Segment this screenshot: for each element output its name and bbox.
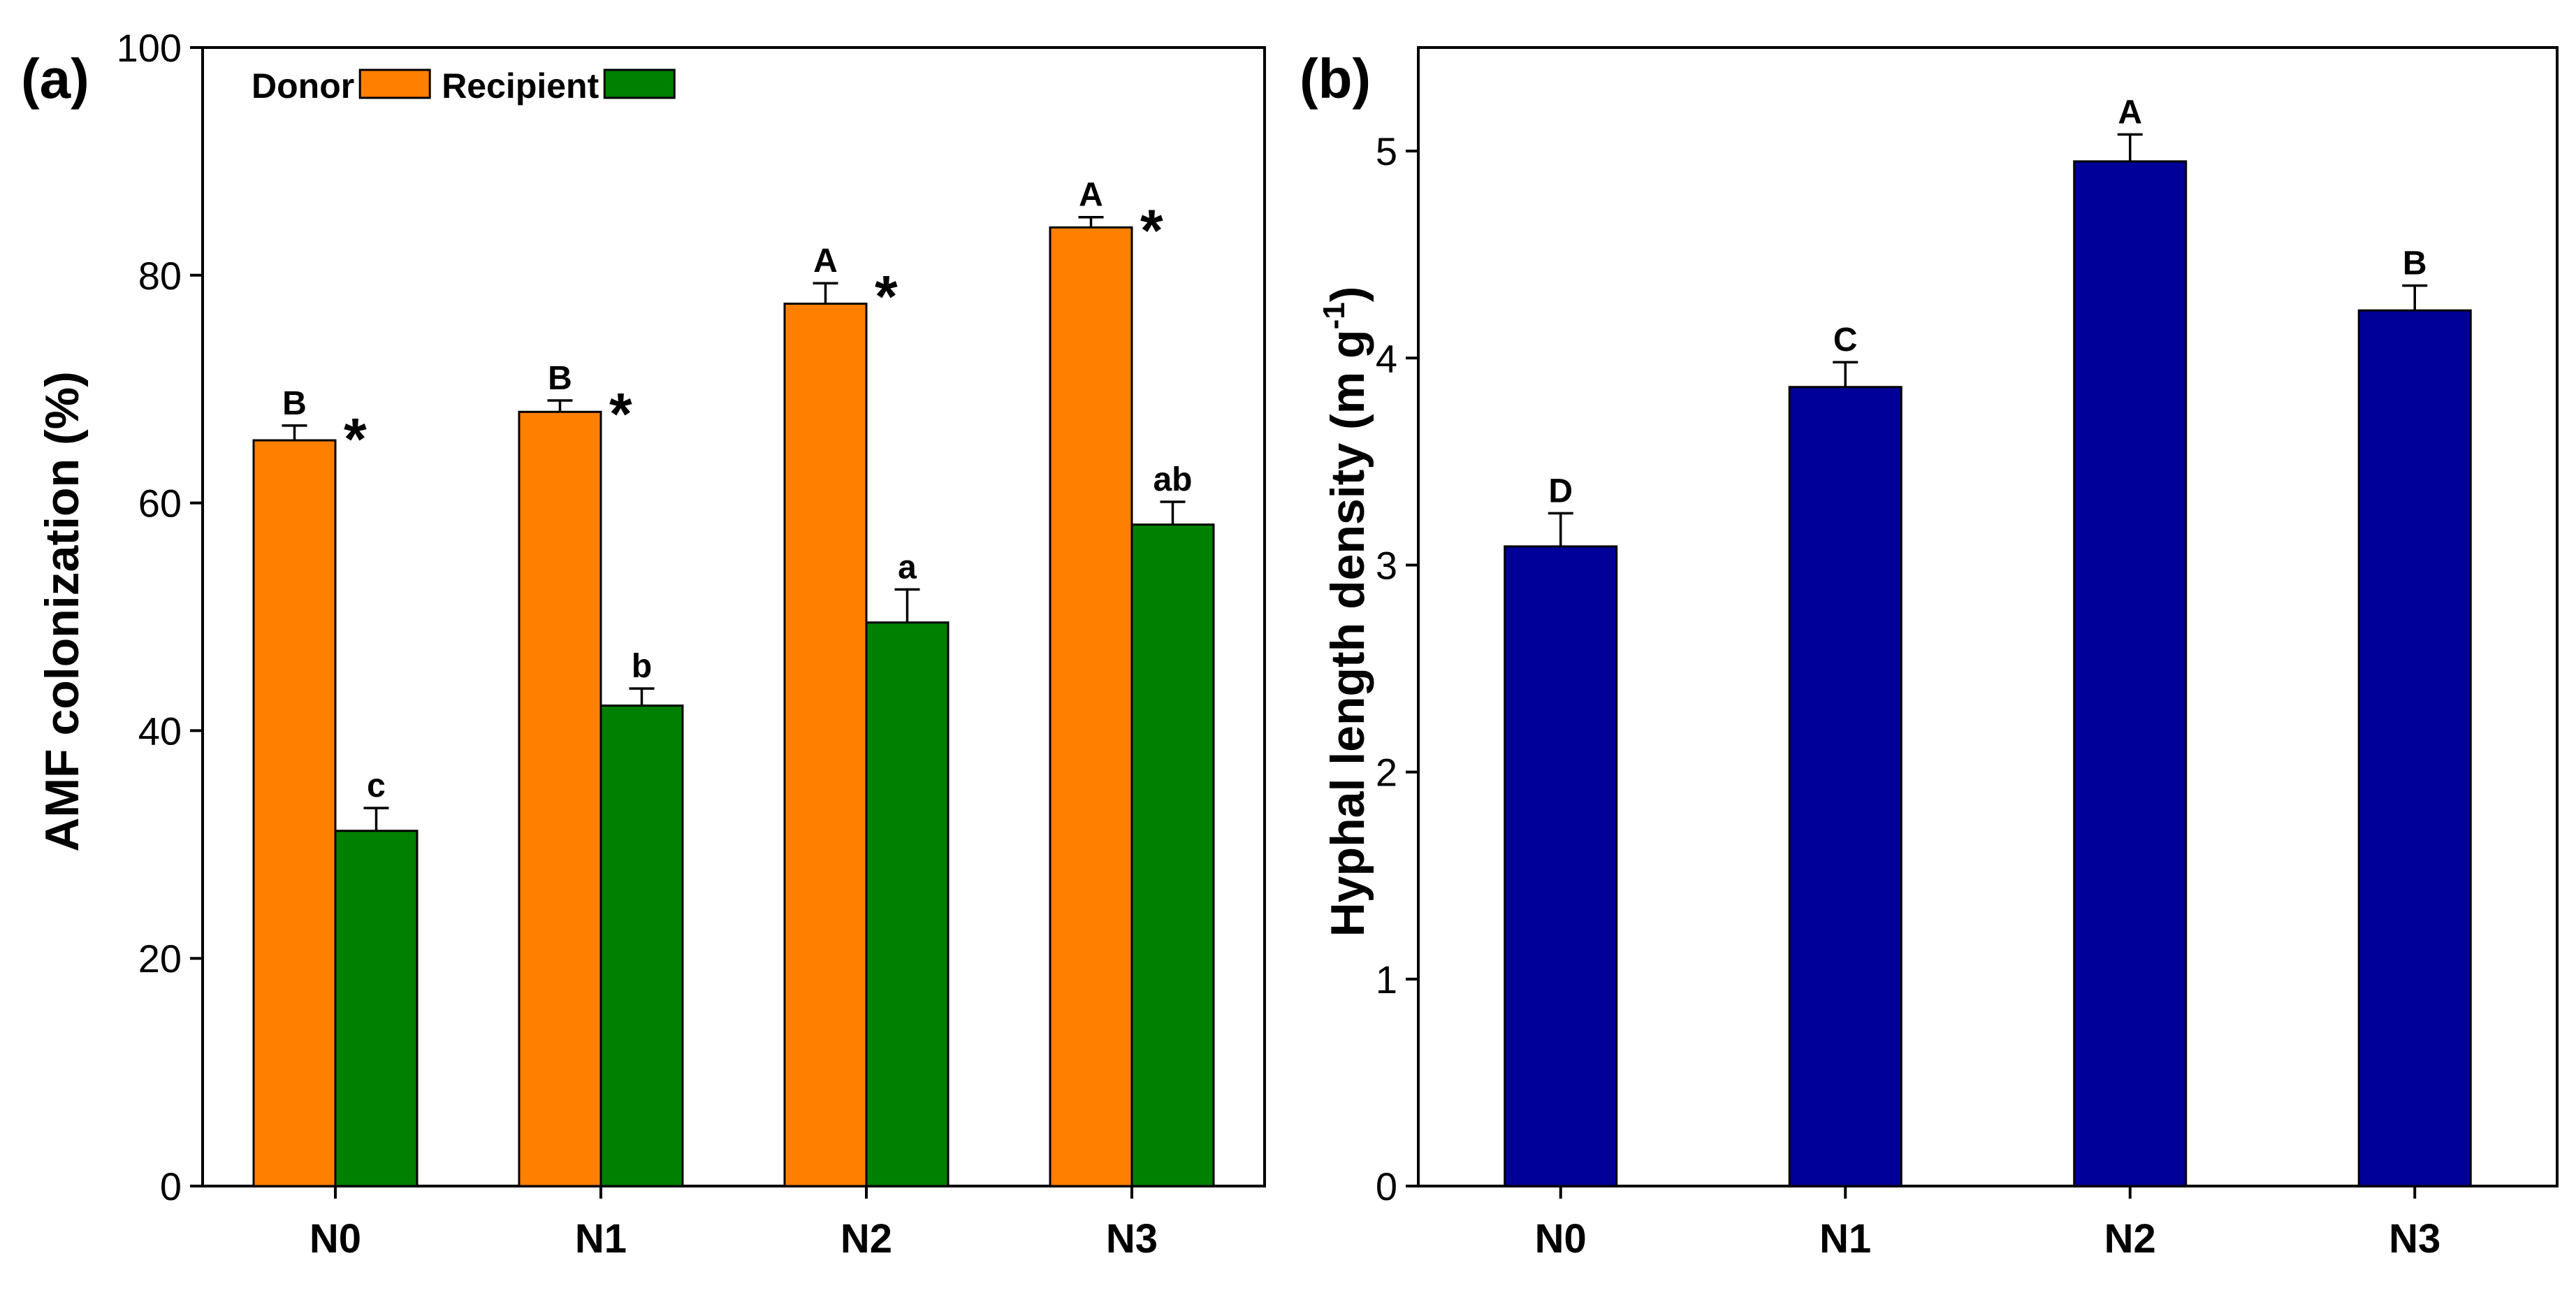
panel-b-y-tick-label: 3	[1376, 543, 1397, 587]
panel-a-legend: Donor Recipient	[252, 66, 676, 106]
panel-b-bar	[2357, 309, 2472, 1187]
panel-a-plot-frame	[201, 46, 1266, 1187]
panel-a-y-tick-label: 40	[138, 709, 182, 753]
panel-a-bar	[1130, 523, 1215, 1187]
panel-a-y-tick-label: 0	[160, 1164, 182, 1208]
panel-a-significance-star: *	[875, 263, 898, 329]
panel-a-label: (a)	[21, 48, 89, 110]
panel-a-significance-letter: c	[367, 767, 386, 804]
panel-a-significance-star: *	[1140, 198, 1163, 263]
panel-a-significance-letter: A	[1079, 177, 1103, 214]
panel-a-significance-star: *	[609, 381, 632, 447]
panel-a-x-tick-label: N0	[310, 1216, 361, 1262]
panel-b-significance-letter: C	[1833, 322, 1858, 359]
legend-swatch	[358, 68, 431, 99]
panel-b-y-axis-label-main: Hyphal length density (m g	[1321, 329, 1374, 937]
panel-a-bar	[599, 705, 684, 1187]
panel-a-significance-letter: b	[632, 648, 652, 685]
panel-b-label: (b)	[1300, 48, 1371, 110]
panel-a-y-tick-label: 60	[138, 482, 182, 526]
panel-b-significance-letter: A	[2118, 94, 2142, 131]
panel-a-significance-star: *	[344, 406, 367, 472]
panel-a-y-tick-label: 20	[138, 937, 182, 981]
panel-a-x-tick-label: N3	[1106, 1216, 1158, 1262]
panel-a-x-tick-label: N1	[575, 1216, 627, 1262]
legend-label: Donor	[252, 66, 354, 106]
panel-b-y-axis-label: Hyphal length density (m g-1)	[1317, 287, 1374, 937]
panel-b-y-tick-label: 5	[1376, 129, 1397, 173]
panel-b-x-tick-label: N2	[2104, 1216, 2156, 1262]
panel-a-significance-letter: B	[282, 385, 307, 422]
panel-a-bar	[783, 303, 868, 1187]
legend-swatch	[603, 68, 676, 99]
panel-b-bar	[1504, 545, 1618, 1187]
panel-a-significance-letter: A	[813, 243, 838, 280]
panel-b-y-axis-label-superscript: -1	[1317, 302, 1351, 329]
panel-a-significance-letter: B	[548, 360, 572, 397]
panel-a-chart: (a) AMF colonization (%) Donor Recipient …	[21, 26, 1266, 1262]
panel-b-y-tick-label: 1	[1376, 958, 1397, 1002]
panel-b-chart: (b) Hyphal length density (m g-1) 0 1 2 3 4 5…	[1300, 46, 2559, 1262]
panel-a-bar	[865, 621, 949, 1187]
panel-b-y-tick-label: 4	[1376, 336, 1397, 380]
panel-a-bar	[518, 410, 602, 1187]
panel-b-bar	[2073, 160, 2188, 1187]
panel-b-significance-letter: D	[1548, 472, 1573, 510]
panel-a-y-axis-label: AMF colonization (%)	[36, 371, 89, 851]
panel-a-x-tick-label: N2	[841, 1216, 892, 1262]
panel-b-plot-frame	[1417, 46, 2559, 1187]
panel-a-y-tick-label: 100	[117, 26, 182, 70]
panel-a-bar	[252, 439, 337, 1187]
panel-b-y-tick-label: 2	[1376, 751, 1397, 795]
panel-b-x-tick-label: N3	[2389, 1216, 2440, 1262]
panel-b-y-axis-label-close: )	[1321, 287, 1374, 303]
panel-b-x-tick-label: N1	[1819, 1216, 1871, 1262]
panel-b-significance-letter: B	[2403, 245, 2427, 282]
legend-label: Recipient	[442, 66, 599, 106]
panel-a-y-tick-label: 80	[138, 254, 182, 298]
panel-a-significance-letter: ab	[1153, 461, 1192, 498]
panel-a-bar	[1049, 226, 1133, 1187]
panel-a-bar	[334, 830, 419, 1187]
panel-b-bar	[1788, 386, 1902, 1187]
panel-b-x-tick-label: N0	[1535, 1216, 1587, 1262]
panel-b-y-tick-label: 0	[1376, 1164, 1397, 1208]
panel-a-significance-letter: a	[898, 549, 917, 586]
